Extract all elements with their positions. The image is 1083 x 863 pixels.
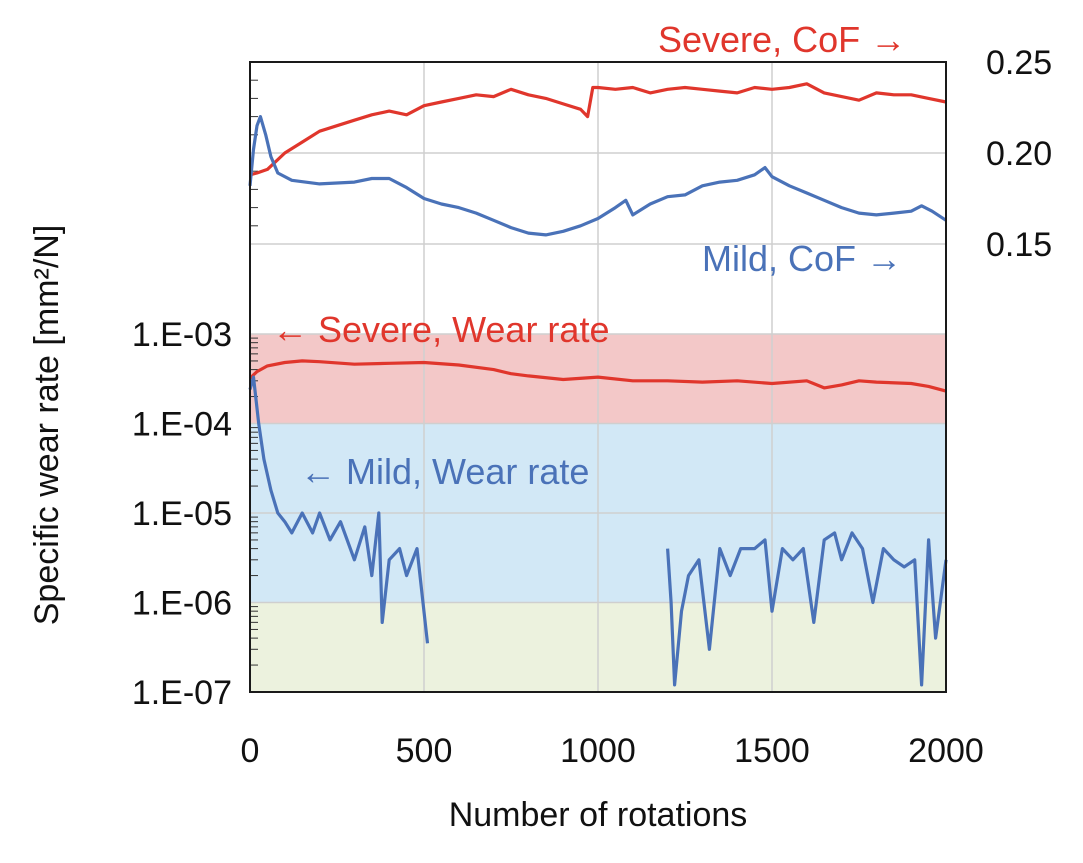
series-line-1: [248, 115, 947, 237]
right-tick-label: 0.25: [986, 44, 1052, 82]
x-axis-title: Number of rotations: [449, 796, 748, 834]
left-tick-labels: 1.E-07 1.E-06 1.E-05 1.E-04 1.E-03: [132, 316, 232, 712]
right-tick-label: 0.15: [986, 226, 1052, 264]
grid-lines: [250, 61, 946, 693]
left-tick-label: 1.E-03: [132, 316, 232, 354]
mild-cof-annotation: Mild, CoF →: [702, 238, 902, 279]
series-line-4: [666, 531, 948, 687]
severe-cof-annotation: Severe, CoF →: [658, 19, 906, 60]
left-tick-label: 1.E-04: [132, 406, 232, 444]
x-tick-label: 500: [396, 732, 453, 770]
x-tick-label: 2000: [908, 732, 984, 770]
x-tick-label: 1000: [560, 732, 636, 770]
data-lines: [248, 82, 948, 687]
left-tick-label: 1.E-07: [132, 674, 232, 712]
x-tick-label: 1500: [734, 732, 810, 770]
series-line-3: [248, 375, 430, 644]
left-tick-label: 1.E-05: [132, 495, 232, 533]
y-axis-title: Specific wear rate [mm²/N]: [28, 225, 66, 626]
right-tick-labels: 0.15 0.20 0.25: [986, 44, 1052, 264]
x-tick-labels: 0 500 1000 1500 2000: [241, 732, 984, 770]
series-line-0: [249, 82, 947, 177]
x-tick-label: 0: [241, 732, 260, 770]
right-tick-label: 0.20: [986, 135, 1052, 173]
mild-wear-annotation: ← Mild, Wear rate: [300, 451, 589, 492]
left-tick-label: 1.E-06: [132, 585, 232, 623]
severe-wear-annotation: ← Severe, Wear rate: [272, 309, 609, 350]
series-line-2: [248, 359, 947, 393]
plot-frame: [249, 61, 947, 693]
